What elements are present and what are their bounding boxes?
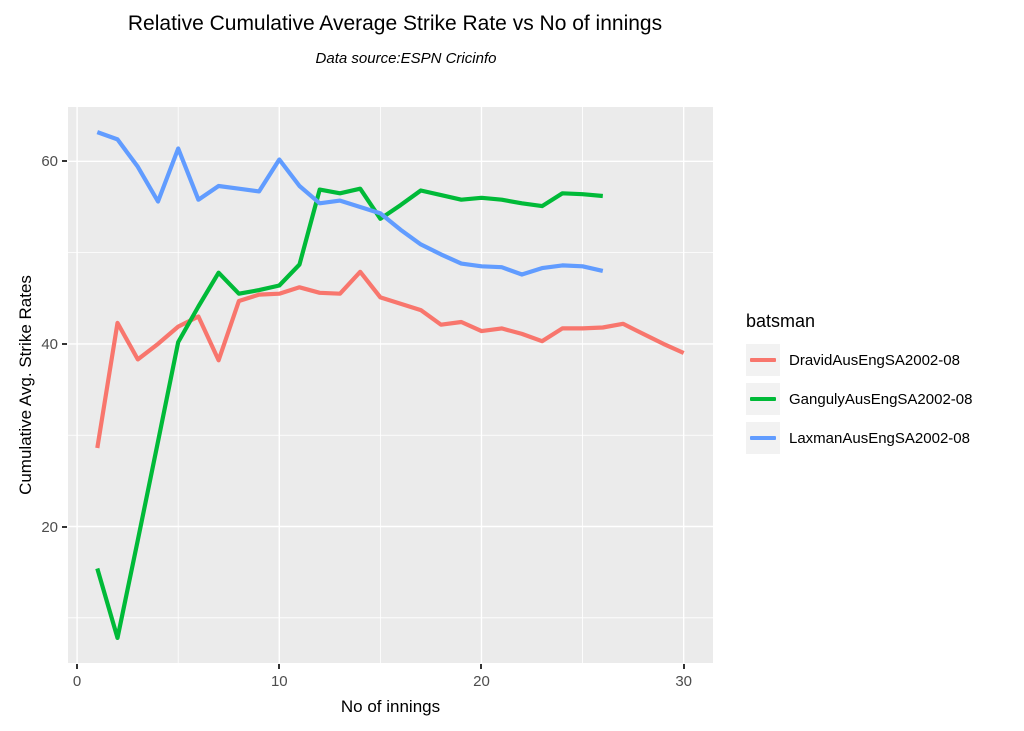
- plot-canvas: [68, 107, 713, 663]
- legend-key-line: [750, 358, 776, 362]
- legend-label: LaxmanAusEngSA2002-08: [789, 429, 970, 447]
- series-line-LaxmanAusEngSA2002-08: [96, 130, 604, 277]
- y-tick-label: 40: [41, 335, 58, 353]
- series-line-DravidAusEngSA2002-08: [95, 269, 685, 449]
- chart-subtitle: Data source:ESPN Cricinfo: [315, 50, 497, 67]
- legend-key: [746, 383, 780, 415]
- legend-label: DravidAusEngSA2002-08: [789, 351, 960, 369]
- x-tick-label: 10: [270, 673, 288, 690]
- chart-title: Relative Cumulative Average Strike Rate …: [127, 12, 663, 35]
- legend-key-line: [750, 436, 776, 440]
- y-axis-label: Cumulative Avg. Strike Rates: [16, 275, 35, 495]
- x-tick-label: 30: [675, 673, 693, 690]
- legend-item: LaxmanAusEngSA2002-08: [746, 422, 972, 454]
- x-tick-mark: [76, 664, 79, 669]
- plot-panel: [68, 107, 713, 663]
- x-tick-mark: [278, 664, 281, 669]
- y-tick-label: 60: [41, 153, 58, 171]
- legend-label: GangulyAusEngSA2002-08: [789, 390, 973, 408]
- y-tick-label: 20: [41, 518, 58, 536]
- legend-key: [746, 422, 780, 454]
- x-tick-mark: [682, 664, 685, 669]
- y-tick-mark: [62, 525, 67, 528]
- legend-title: batsman: [746, 311, 816, 331]
- x-tick-label: 0: [72, 673, 82, 690]
- y-tick-mark: [62, 342, 67, 345]
- legend: batsman DravidAusEngSA2002-08 GangulyAusE…: [746, 311, 972, 461]
- x-tick-label: 20: [473, 673, 490, 690]
- legend-item: DravidAusEngSA2002-08: [746, 344, 972, 376]
- legend-items: DravidAusEngSA2002-08 GangulyAusEngSA2002…: [746, 344, 972, 454]
- y-tick-mark: [62, 160, 67, 163]
- x-axis-label: No of innings: [340, 697, 441, 716]
- x-tick-mark: [480, 664, 483, 669]
- series-line-GangulyAusEngSA2002-08: [95, 186, 603, 641]
- legend-item: GangulyAusEngSA2002-08: [746, 383, 972, 415]
- legend-key-line: [750, 397, 776, 401]
- legend-key: [746, 344, 780, 376]
